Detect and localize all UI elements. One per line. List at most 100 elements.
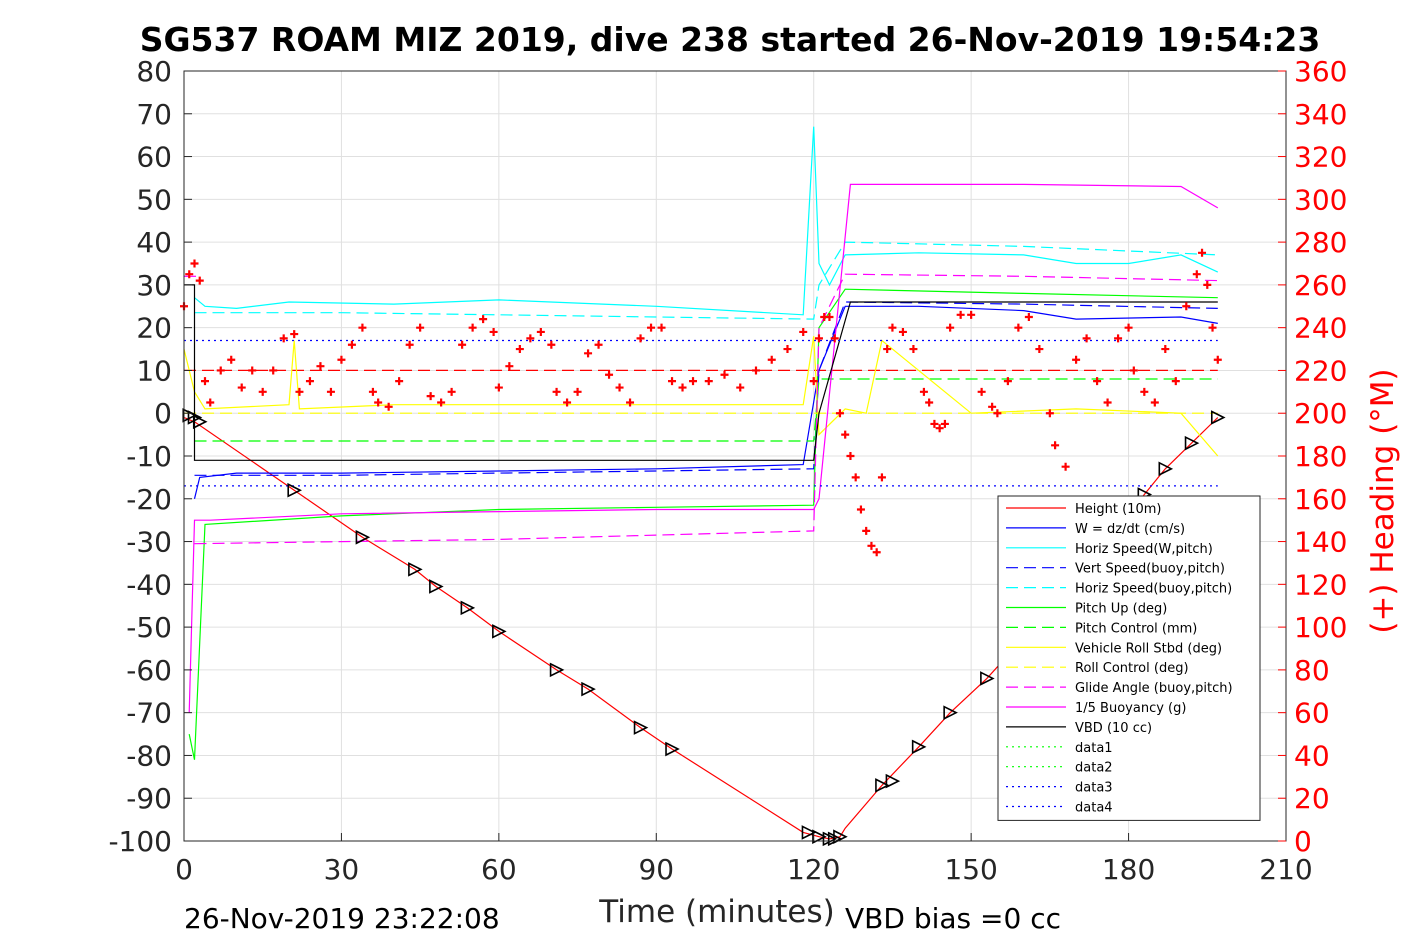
legend-entry: Roll Control (deg) xyxy=(1075,661,1189,676)
legend-entry: Pitch Control (mm) xyxy=(1075,621,1197,636)
heading-point xyxy=(185,270,194,279)
heading-point xyxy=(395,377,404,386)
heading-point xyxy=(494,383,503,392)
heading-point xyxy=(704,377,713,386)
vbd-marker xyxy=(801,825,817,840)
y-right-tick-label: 140 xyxy=(1294,526,1347,559)
y-right-tick-label: 20 xyxy=(1294,782,1330,815)
vbd-marker xyxy=(1184,435,1200,451)
heading-point xyxy=(1124,323,1133,332)
y-right-tick-label: 300 xyxy=(1294,183,1347,216)
vbd-marker xyxy=(875,778,890,793)
heading-point xyxy=(374,398,383,407)
heading-point xyxy=(1103,398,1112,407)
heading-point xyxy=(405,340,414,349)
heading-point xyxy=(940,419,949,428)
heading-point xyxy=(877,473,886,482)
heading-point xyxy=(279,334,288,343)
heading-point xyxy=(1171,377,1180,386)
heading-point xyxy=(909,345,918,354)
heading-point xyxy=(1072,355,1081,364)
y-left-tick-label: -40 xyxy=(126,568,172,601)
heading-point xyxy=(227,355,236,364)
x-tick-label: 180 xyxy=(1102,853,1155,886)
heading-point xyxy=(1182,302,1191,311)
heading-point xyxy=(206,398,215,407)
y-left-tick-label: -50 xyxy=(126,611,172,644)
heading-point xyxy=(552,387,561,396)
heading-point xyxy=(668,377,677,386)
x-axis-ticks: 0 30 60 90 120 150 180 210 xyxy=(175,833,1313,886)
legend-entry: Glide Angle (buoy,pitch) xyxy=(1075,681,1233,696)
y-left-tick-label: -10 xyxy=(126,440,172,473)
heading-point xyxy=(751,366,760,375)
heading-point xyxy=(809,377,818,386)
y-left-tick-label: -70 xyxy=(126,697,172,730)
series-layer xyxy=(183,126,1219,840)
legend-box xyxy=(997,495,1261,821)
heading-point xyxy=(489,327,498,336)
y-left-tick-label: 40 xyxy=(136,226,172,259)
y-right-tick-label: 100 xyxy=(1294,611,1347,644)
heading-point xyxy=(720,370,729,379)
y-right-tick-label: 80 xyxy=(1294,654,1330,687)
y-axis-left-ticks: 80 70 60 50 40 30 20 10 0 -10 -20 -30 -40 -50 -60 -70 -8… xyxy=(108,55,192,858)
heading-point xyxy=(825,312,834,321)
y-right-tick-label: 0 xyxy=(1294,825,1312,858)
vbd-marker xyxy=(287,482,302,498)
x-tick-label: 0 xyxy=(175,853,193,886)
heading-point xyxy=(993,409,1002,418)
heading-point xyxy=(1208,323,1217,332)
legend-entry: Vert Speed(buoy,pitch) xyxy=(1075,562,1225,577)
heading-point xyxy=(573,387,582,396)
legend-entry: data1 xyxy=(1075,741,1113,756)
heading-point xyxy=(898,327,907,336)
y-left-tick-label: 0 xyxy=(154,397,172,430)
legend-entry: Height (10m) xyxy=(1075,502,1161,517)
heading-point xyxy=(736,383,745,392)
legend-entry: Vehicle Roll Stbd (deg) xyxy=(1075,641,1222,656)
heading-point xyxy=(326,387,335,396)
heading-point xyxy=(1161,345,1170,354)
legend-entry: Pitch Up (deg) xyxy=(1075,602,1167,617)
y-right-tick-label: 120 xyxy=(1294,568,1347,601)
vbd-marker xyxy=(549,662,565,678)
footer-timestamp: 26-Nov-2019 23:22:08 xyxy=(184,902,500,935)
y-left-tick-label: -80 xyxy=(126,739,172,772)
heading-point xyxy=(1061,462,1070,471)
heading-point xyxy=(1003,377,1012,386)
vbd-marker xyxy=(812,829,827,845)
heading-point xyxy=(657,323,666,332)
heading-point xyxy=(195,276,204,285)
heading-point xyxy=(783,345,792,354)
heading-point xyxy=(1082,334,1091,343)
legend: Height (10m) W = dz/dt (cm/s) Horiz Speed(… xyxy=(997,495,1261,821)
heading-point xyxy=(584,349,593,358)
heading-point xyxy=(1192,270,1201,279)
heading-point xyxy=(814,334,823,343)
heading-point xyxy=(977,387,986,396)
legend-entry: VBD (10 cc) xyxy=(1075,721,1152,736)
heading-point xyxy=(305,377,314,386)
heading-point xyxy=(295,387,304,396)
heading-point xyxy=(925,398,934,407)
heading-point xyxy=(563,398,572,407)
heading-point xyxy=(316,362,325,371)
vbd-marker xyxy=(1158,461,1174,477)
heading-point xyxy=(505,362,514,371)
y-right-tick-label: 360 xyxy=(1294,55,1347,88)
heading-point xyxy=(1051,441,1060,450)
heading-point xyxy=(930,419,939,428)
heading-point xyxy=(935,424,944,433)
heading-point xyxy=(867,541,876,550)
heading-point xyxy=(368,387,377,396)
heading-point xyxy=(988,402,997,411)
y-left-tick-label: 20 xyxy=(136,312,172,345)
heading-point xyxy=(258,387,267,396)
heading-point xyxy=(946,323,955,332)
heading-point xyxy=(200,377,209,386)
y-right-tick-label: 280 xyxy=(1294,226,1347,259)
heading-point xyxy=(536,327,545,336)
vbd-marker xyxy=(408,562,423,577)
heading-point xyxy=(1014,323,1023,332)
